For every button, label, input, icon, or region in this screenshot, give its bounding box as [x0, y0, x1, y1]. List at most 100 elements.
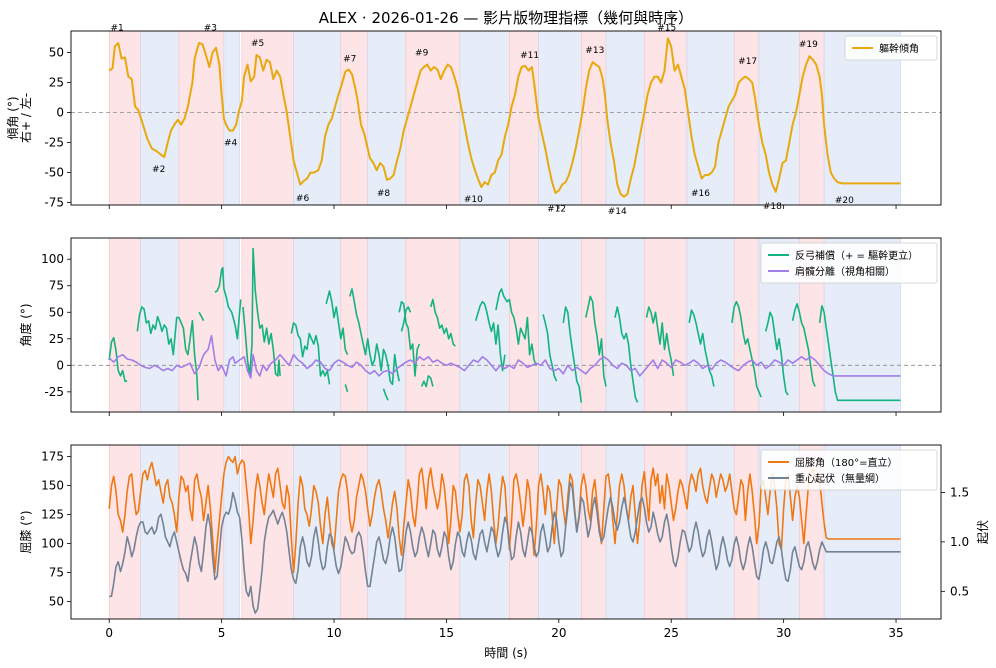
series-line: [764, 311, 789, 396]
y-tick-label: 25: [49, 76, 64, 90]
y-tick-label: -25: [44, 136, 64, 150]
panel-angles: -25 0 25 50 75 100 角度 (°) 反弓補償（+ = 驅幹更立） 肩髖分離（視角…: [18, 237, 942, 416]
segment-label: #11: [520, 51, 539, 61]
series-line: [325, 290, 349, 356]
legend-box: [760, 242, 938, 284]
y-tick-label: 100: [41, 537, 64, 551]
series-line: [400, 306, 412, 332]
segment-band: [509, 444, 539, 620]
segment-band: [293, 237, 342, 413]
x-tick-label: 0: [105, 626, 113, 640]
segment-label: #15: [657, 23, 676, 33]
figure-title: ALEX · 2026-01-26 — 影片版物理指標（幾何與時序）: [319, 9, 693, 27]
segment-band: [340, 237, 369, 413]
y-tick-label: 50: [49, 46, 64, 60]
x-axis-label: 時間 (s): [484, 646, 527, 660]
segment-label: #13: [585, 46, 604, 56]
segment-band: [686, 237, 735, 413]
segment-label: #19: [799, 40, 818, 50]
y-axis-label: 角度 (°): [18, 303, 33, 346]
series-line: [420, 375, 434, 388]
segment-band: [538, 444, 582, 620]
series-line: [429, 298, 456, 347]
segment-band: [643, 444, 688, 620]
series-line: [542, 314, 558, 382]
segment-label: #10: [464, 195, 483, 205]
series-line: [108, 455, 901, 574]
plot-frame: [70, 237, 942, 413]
segment-band: [140, 30, 180, 206]
x-tick-label: 5: [218, 626, 226, 640]
legend-label: 反弓補償（+ = 驅幹更立）: [795, 249, 918, 262]
segment-band: [405, 30, 461, 206]
segment-band: [605, 30, 645, 206]
segment-band: [367, 237, 407, 413]
segment-label: #16: [691, 189, 710, 199]
segment-band: [340, 444, 369, 620]
y-axis-label: 傾角 (°): [6, 96, 20, 139]
series-line: [818, 305, 901, 402]
x-tick-label: 30: [776, 626, 791, 640]
segment-band: [241, 237, 294, 413]
segment-band: [733, 237, 760, 413]
y-tick-label: 175: [41, 450, 64, 464]
series-line: [349, 288, 400, 386]
segment-label: #7: [343, 55, 356, 65]
legend: 反弓補償（+ = 驅幹更立） 肩髖分離（視角相關）: [760, 242, 938, 284]
x-tick-label: 35: [888, 626, 903, 640]
segment-band: [340, 30, 369, 206]
segment-band: [605, 237, 645, 413]
y-tick-label: 125: [41, 508, 64, 522]
series-line: [344, 384, 349, 393]
x-tick-label: 10: [326, 626, 341, 640]
y-tick-label: 75: [49, 566, 64, 580]
legend-label: 肩髖分離（視角相關）: [795, 265, 895, 278]
y-tick-label: -50: [44, 166, 64, 180]
segment-band: [241, 30, 294, 206]
segment-band: [581, 237, 607, 413]
series-line: [290, 322, 331, 385]
legend-label: 軀幹傾角: [879, 42, 919, 55]
series-line: [731, 300, 762, 398]
series-line: [198, 311, 205, 322]
segment-label: #6: [296, 194, 310, 204]
plot-frame: [70, 444, 942, 620]
y-axis-label: 右+ / 左-: [18, 93, 33, 143]
legend-label: 重心起伏（無量綱）: [795, 472, 885, 485]
segment-band: [581, 30, 607, 206]
segment-label: #2: [152, 165, 165, 175]
series-line: [214, 266, 242, 340]
segment-label: #4: [224, 139, 238, 149]
legend: 軀幹傾角: [844, 35, 938, 61]
series-line: [495, 288, 538, 366]
series-line: [688, 309, 715, 387]
series-line: [645, 306, 675, 377]
segment-label: #9: [415, 49, 429, 59]
right-y-axis-label: 起伏: [976, 520, 990, 544]
panel-tilt: -75 -50 -25 0 25 50 傾角 (°) 右+ / 左- #1 #2 #3 #4 #5 #6 #…: [6, 23, 942, 217]
x-tick-label: 20: [551, 626, 566, 640]
legend-box: [844, 35, 938, 61]
segment-label: #1: [110, 23, 123, 33]
segment-label: #8: [377, 189, 391, 199]
segment-band: [643, 237, 688, 413]
segment-band: [459, 237, 510, 413]
right-y-tick-label: 1.5: [950, 485, 969, 499]
segment-label: #18: [763, 202, 782, 212]
segment-band: [293, 30, 342, 206]
segment-label: #20: [835, 196, 854, 206]
segment-band: [799, 30, 825, 206]
y-tick-label: 25: [49, 332, 64, 346]
series-line: [108, 37, 901, 198]
segment-band: [686, 30, 735, 206]
segment-band: [108, 444, 141, 620]
segment-band: [223, 237, 240, 413]
y-tick-label: -75: [44, 196, 64, 210]
segment-band: [405, 237, 461, 413]
legend: 屈膝角（180°=直立） 重心起伏（無量綱）: [760, 449, 938, 491]
y-tick-label: 50: [49, 595, 64, 609]
series-line: [108, 334, 901, 379]
series-line: [109, 481, 901, 614]
segment-band: [178, 237, 225, 413]
